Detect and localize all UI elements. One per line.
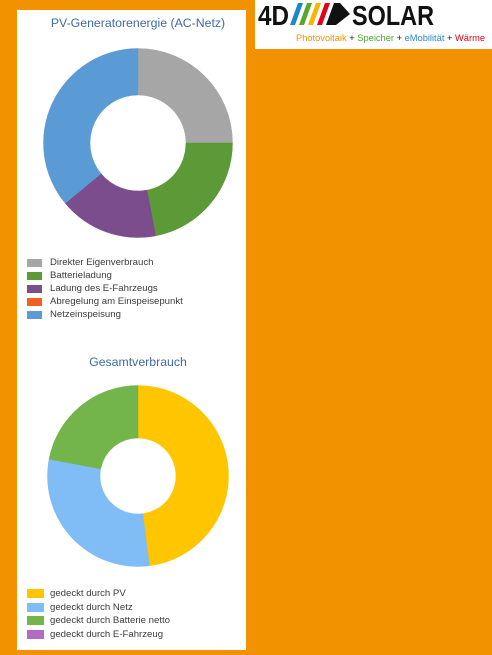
legend: gedeckt durch PV gedeckt durch Netz gede… — [27, 587, 170, 641]
legend-label: gedeckt durch PV — [50, 588, 126, 600]
tagline-plus: + — [396, 33, 403, 43]
brand-logo: 4D SOLAR Photovoltaik + Speicher + eMobi… — [255, 0, 492, 49]
legend-item: Abregelung am Einspeisepunkt — [27, 295, 183, 308]
logo-stripe — [290, 3, 303, 25]
donut-slice-direkter-eigenverbrauch — [137, 48, 233, 144]
logo-wordmark-text: SOLAR — [352, 0, 434, 30]
donut-chart — [43, 48, 233, 238]
legend-label: Netzeinspeisung — [50, 309, 121, 320]
legend-item: Netzeinspeisung — [27, 308, 183, 321]
donut-slice-gedeckt-durch-batterie-netto — [48, 385, 139, 470]
legend: Direkter Eigenverbrauch Batterieladung L… — [27, 256, 183, 321]
legend-item: gedeckt durch Netz — [27, 601, 170, 615]
legend-swatch — [27, 589, 44, 599]
legend-item: Batterieladung — [27, 269, 183, 282]
logo-stripe — [308, 3, 321, 25]
tagline-plus: + — [447, 33, 453, 43]
logo-wordmark: 4D SOLAR — [258, 0, 434, 30]
legend-swatch — [27, 616, 44, 626]
chart-title: Gesamtverbrauch — [89, 355, 187, 369]
legend-swatch — [27, 284, 42, 293]
tagline-waerme: Wärme — [455, 33, 485, 43]
logo-arrow-icon — [326, 3, 350, 25]
legend-swatch — [27, 310, 42, 319]
chart-title: PV-Generatorenergie (AC-Netz) — [50, 16, 226, 30]
legend-swatch — [27, 297, 42, 306]
report-panel: PV-Generatorenergie (AC-Netz) Direkter E… — [17, 10, 246, 650]
legend-label: Direkter Eigenverbrauch — [50, 257, 154, 268]
logo-tagline: Photovoltaik + Speicher + eMobilität + W… — [296, 33, 485, 44]
legend-label: Abregelung am Einspeisepunkt — [50, 296, 183, 307]
legend-swatch — [27, 271, 42, 280]
legend-item: gedeckt durch Batterie netto — [27, 614, 170, 628]
tagline-emobilitaet: eMobilität — [404, 33, 445, 43]
donut-slice-gedeckt-durch-pv — [137, 385, 229, 567]
legend-item: gedeckt durch E-Fahrzeug — [27, 628, 170, 642]
tagline-plus: + — [349, 33, 355, 43]
chart-total-consumption: Gesamtverbrauch gedeckt durch PV gedeckt… — [17, 340, 246, 650]
donut-slice-netzeinspeisung — [43, 48, 139, 204]
legend-item: gedeckt durch PV — [27, 587, 170, 601]
donut-chart — [47, 385, 229, 567]
legend-label: Batterieladung — [50, 270, 112, 281]
legend-swatch — [27, 602, 44, 612]
tagline-speicher: Speicher — [357, 33, 394, 43]
logo-stripe — [317, 3, 330, 25]
donut-slice-gedeckt-durch-netz — [47, 458, 150, 567]
legend-swatch — [27, 258, 42, 267]
legend-label: Ladung des E-Fahrzeugs — [50, 283, 158, 294]
logo-stripe — [299, 3, 312, 25]
legend-item: Ladung des E-Fahrzeugs — [27, 282, 183, 295]
logo-stripes-icon — [290, 3, 350, 25]
logo-mark-text: 4D — [258, 0, 289, 30]
tagline-photovoltaik: Photovoltaik — [296, 33, 347, 43]
donut-slice-batterieladung — [146, 142, 233, 237]
legend-swatch — [27, 629, 44, 639]
chart-pv-generation: PV-Generatorenergie (AC-Netz) Direkter E… — [17, 10, 246, 330]
legend-item: Direkter Eigenverbrauch — [27, 256, 183, 269]
legend-label: gedeckt durch E-Fahrzeug — [50, 628, 164, 640]
legend-label: gedeckt durch Netz — [50, 601, 133, 613]
legend-label: gedeckt durch Batterie netto — [50, 615, 170, 627]
